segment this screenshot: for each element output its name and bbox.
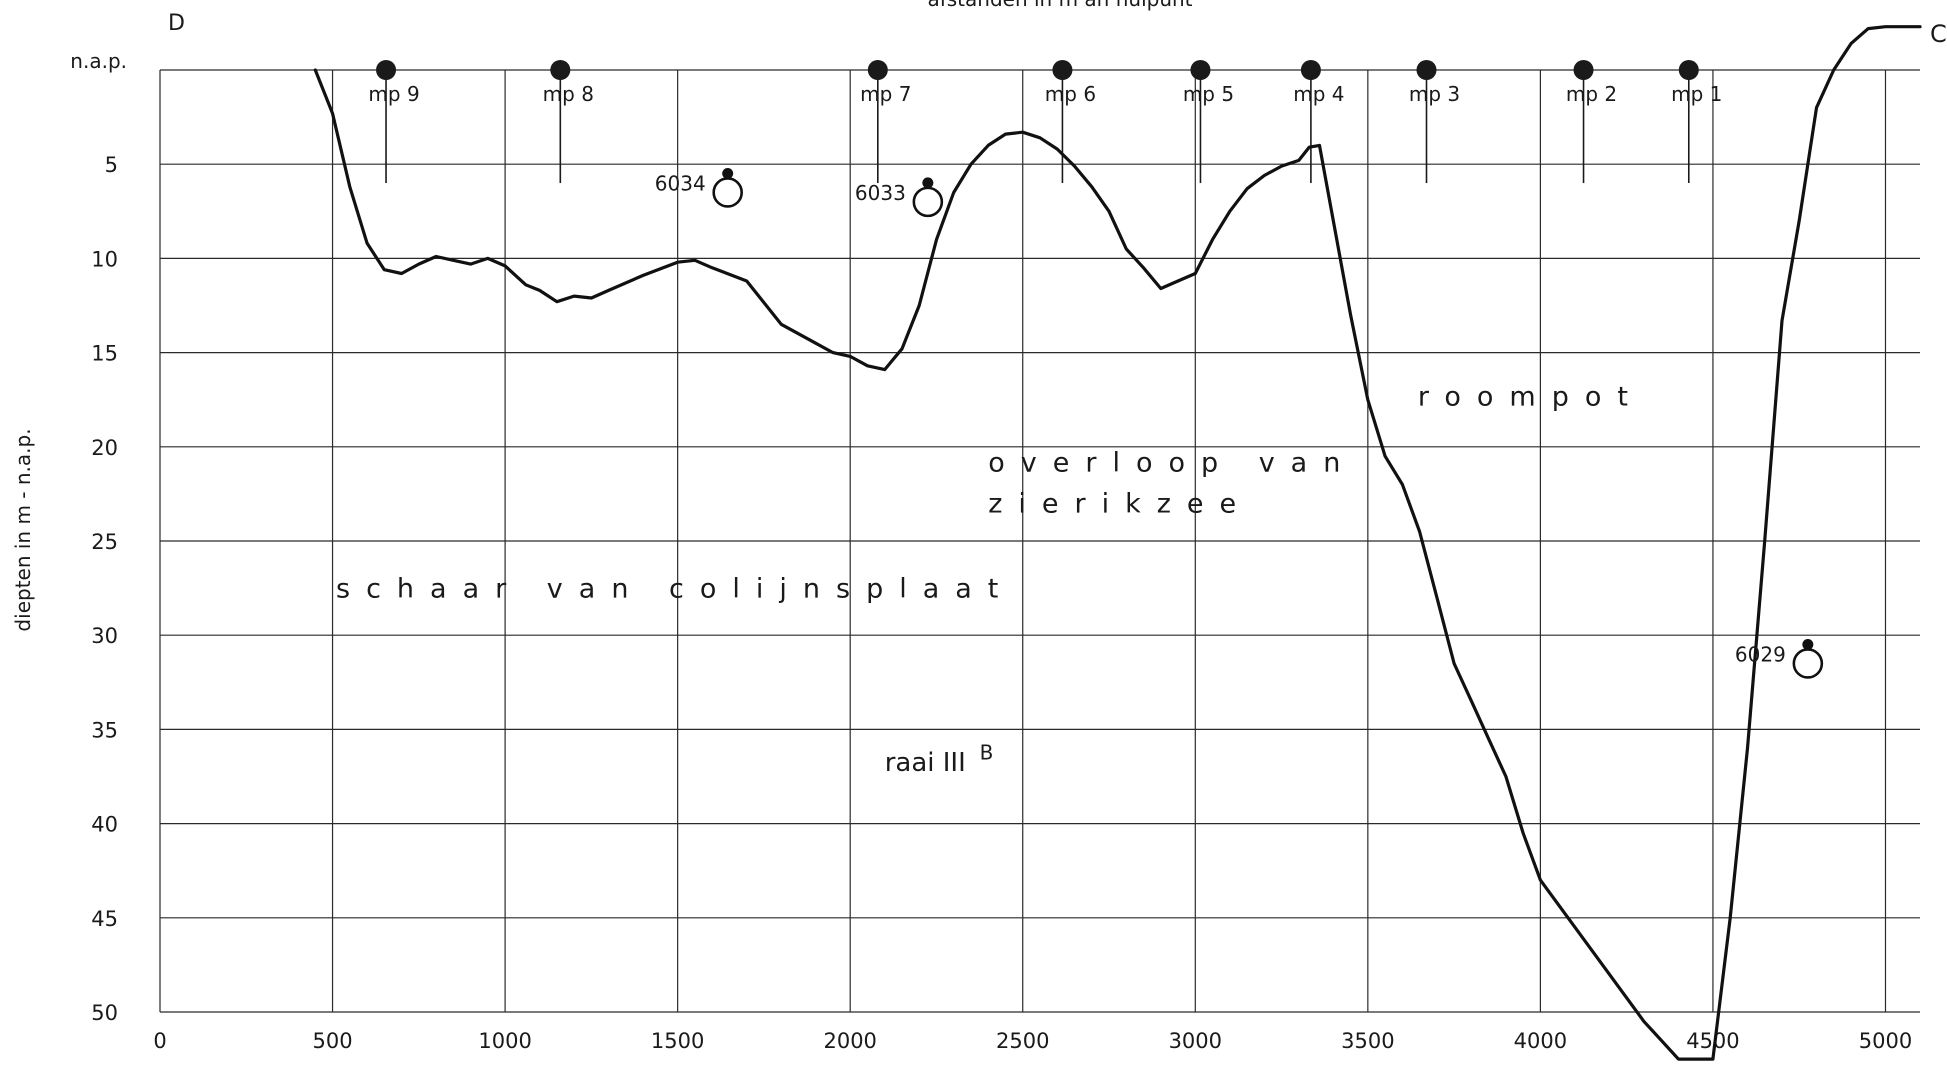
y-tick-label-0: 5 [105,153,118,177]
depth-profile-line [313,25,1922,1061]
sample-markers: 6034 6033 6029 [655,167,1824,679]
y-tick-label-5: 30 [91,624,118,648]
y-top-label: n.a.p. [70,49,127,73]
annotation-0: schaar van colijnsplaat [336,574,1014,605]
sample-marker-dot-1 [922,177,934,189]
sample-marker-ring-0 [712,177,743,208]
x-tick-label-0: 0 [153,1029,166,1053]
measure-point-label-1: mp 8 [543,82,594,106]
corner-label-left: D [168,11,185,36]
measure-point-dot-1 [550,60,571,80]
annotation-3: roompot [1418,381,1644,412]
sample-marker-ring-2 [1792,648,1824,679]
measure-point-dot-3 [1052,60,1073,80]
measure-point-label-2: mp 7 [860,82,911,106]
annotation-1: overloop van [988,447,1356,478]
x-tick-label-6: 3000 [1169,1029,1222,1053]
x-tick-label-10: 5000 [1859,1029,1912,1053]
x-tick-label-1: 500 [313,1029,353,1053]
measure-point-dot-8 [1678,60,1699,80]
measure-point-label-4: mp 5 [1183,82,1234,106]
sample-marker-dot-0 [722,167,734,179]
annotation-2: zierikzee [988,489,1252,520]
measure-point-label-8: mp 1 [1671,82,1722,106]
x-tick-label-8: 4000 [1514,1029,1567,1053]
y-tick-label-9: 50 [91,1001,118,1025]
series-line-group [313,25,1922,1061]
x-tick-label-3: 1500 [651,1029,704,1053]
measure-point-dot-7 [1573,60,1594,80]
chart-title: afstanden in m an nulpunt [927,0,1192,11]
measure-point-dot-4 [1190,60,1211,80]
sample-marker-ring-1 [912,186,944,218]
grid [159,69,1920,1013]
corner-label-right: C [1930,20,1947,48]
y-tick-label-3: 20 [91,436,118,460]
measure-point-label-0: mp 9 [368,82,419,106]
measure-point-dot-6 [1416,60,1437,80]
measure-point-label-3: mp 6 [1045,82,1096,106]
y-tick-label-4: 25 [91,530,118,554]
sample-marker-label-2: 6029 [1735,642,1786,666]
measure-point-label-5: mp 4 [1293,82,1344,106]
annotation-5: B [980,741,994,765]
y-axis-label: diepten in m - n.a.p. [11,428,35,631]
measure-point-label-7: mp 2 [1566,82,1617,106]
y-tick-label-2: 15 [91,342,118,366]
x-tick-label-4: 2000 [823,1029,876,1053]
sample-marker-dot-2 [1802,638,1814,650]
x-tick-label-2: 1000 [478,1029,531,1053]
measure-point-dot-5 [1300,60,1321,80]
annotations: schaar van colijnsplaat overloop van zieri… [336,381,1644,778]
measure-points: mp 9 mp 8 mp 7 mp 6 mp 5 mp 4 mp 3 mp 2 mp 1 [368,60,1722,184]
tick-labels: 0 500 1000 1500 2000 2500 3000 3500 4000 4500 5000… [91,153,1912,1053]
measure-point-dot-0 [376,60,397,80]
y-tick-label-6: 35 [91,718,118,742]
y-tick-label-7: 40 [91,813,118,837]
y-tick-label-8: 45 [91,907,118,931]
measure-point-label-6: mp 3 [1409,82,1460,106]
sample-marker-label-1: 6033 [855,181,906,205]
x-tick-label-5: 2500 [996,1029,1049,1053]
sample-marker-label-0: 6034 [655,171,706,195]
y-tick-label-1: 10 [91,247,118,271]
x-tick-label-7: 3500 [1341,1029,1394,1053]
annotation-4: raai III [885,748,966,778]
measure-point-dot-2 [867,60,888,80]
